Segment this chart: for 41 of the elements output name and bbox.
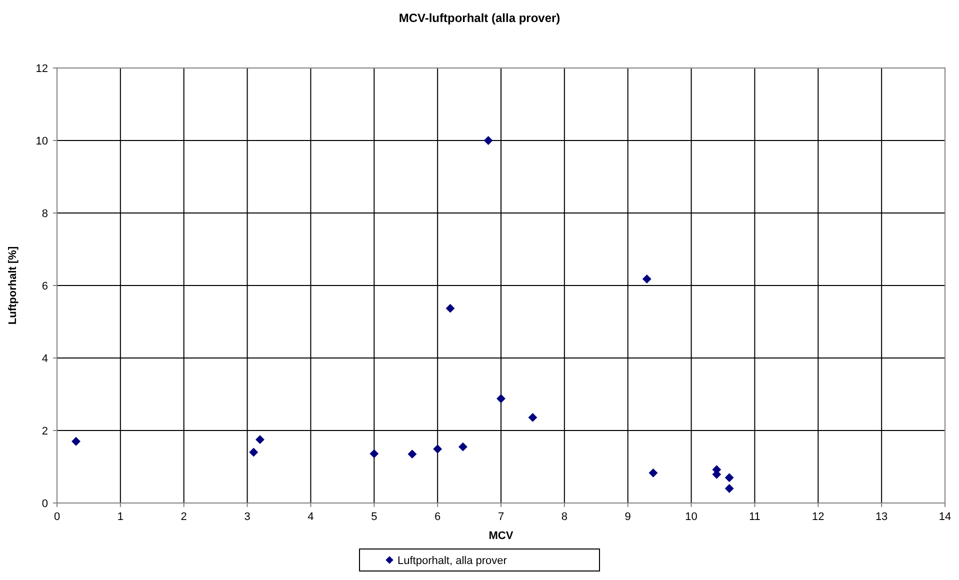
y-tick-label: 10 — [36, 136, 48, 148]
y-tick-label: 6 — [42, 280, 48, 292]
legend-label: Luftporhalt, alla prover — [398, 555, 508, 567]
y-axis-title: Luftporhalt [%] — [7, 246, 19, 325]
point — [249, 448, 258, 457]
x-tick-label: 11 — [749, 511, 760, 523]
x-tick-label: 0 — [54, 511, 60, 523]
x-tick-label: 2 — [180, 511, 187, 523]
y-tick-label: 4 — [42, 353, 48, 365]
point — [408, 450, 417, 459]
x-tick-label: 5 — [371, 511, 378, 523]
point — [724, 484, 734, 493]
point — [72, 436, 80, 446]
point — [484, 136, 493, 145]
y-tick-label: 2 — [42, 426, 48, 438]
point — [642, 274, 652, 284]
chart-title: MCV-luftporhalt (alla prover) — [398, 11, 560, 25]
point — [528, 412, 538, 422]
x-tick-label: 12 — [812, 511, 824, 523]
x-tick-label: 6 — [434, 511, 441, 523]
y-tick-label: 8 — [42, 208, 48, 220]
y-tick-label: 12 — [36, 63, 48, 75]
point — [648, 468, 658, 478]
x-tick-label: 1 — [117, 511, 124, 523]
point — [458, 442, 468, 452]
point — [496, 394, 506, 404]
x-axis-title: MCV — [488, 530, 514, 542]
x-tick-label: 9 — [624, 511, 631, 523]
x-tick-label: 13 — [875, 511, 888, 523]
point — [724, 473, 734, 482]
point — [370, 449, 379, 458]
point — [446, 304, 455, 313]
x-tick-label: 14 — [938, 511, 952, 523]
x-tick-label: 3 — [244, 511, 250, 523]
y-tick-label: 0 — [42, 498, 48, 510]
x-tick-label: 10 — [685, 511, 698, 523]
x-tick-label: 7 — [498, 511, 504, 523]
x-tick-label: 8 — [561, 511, 568, 523]
x-tick-label: 4 — [308, 511, 314, 523]
point — [256, 435, 264, 444]
point — [433, 444, 442, 454]
